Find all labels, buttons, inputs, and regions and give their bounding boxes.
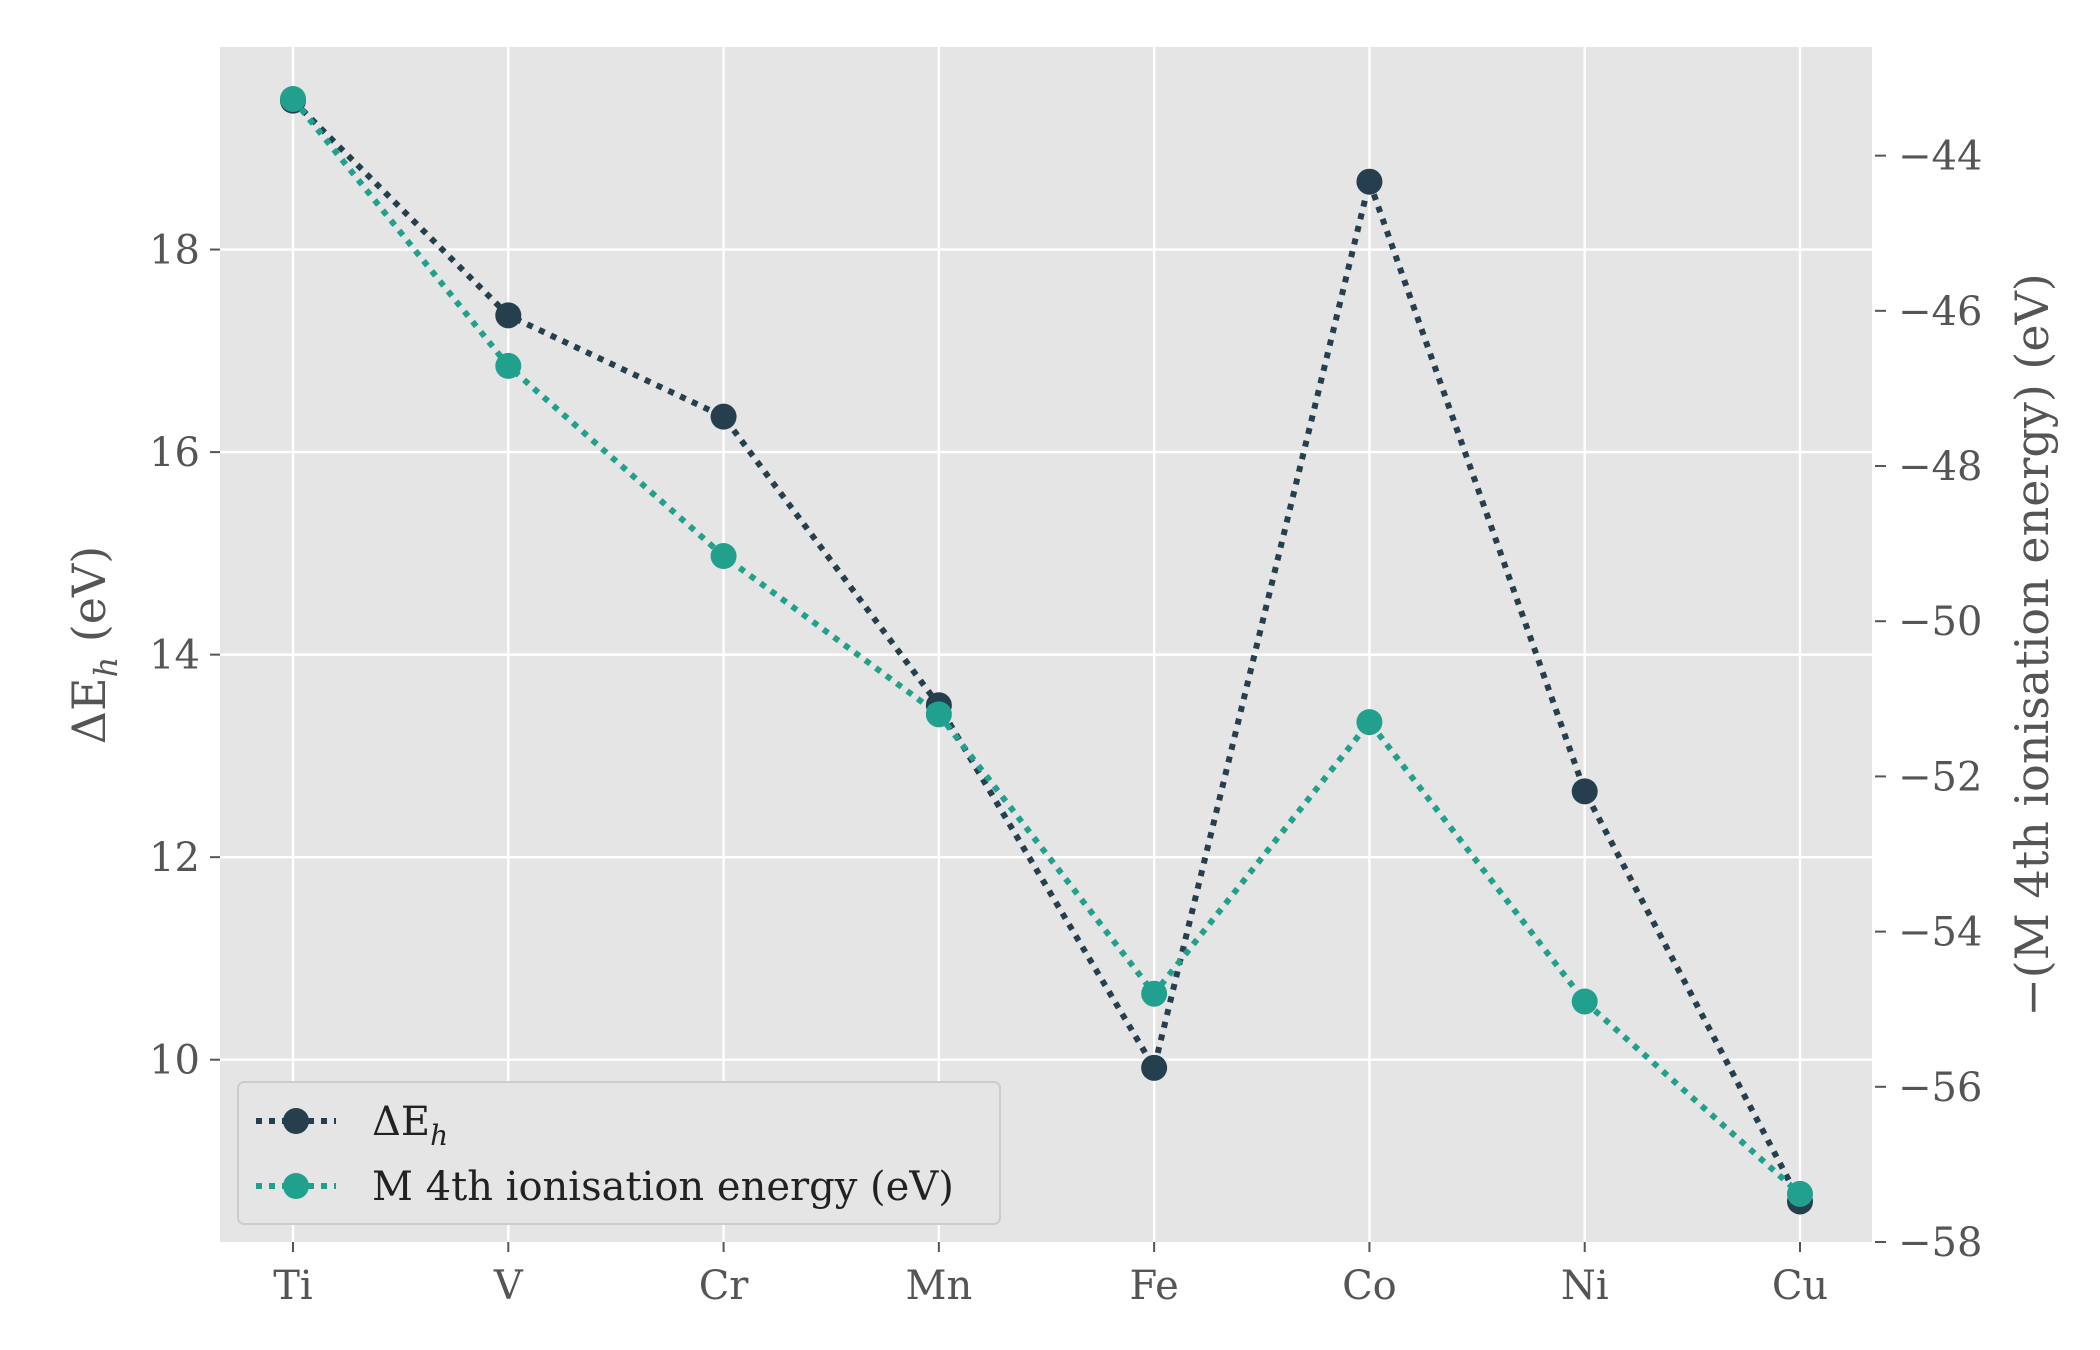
x-tick-label-Ti: Ti (273, 1263, 312, 1309)
y-tick-label-right--52: −52 (1898, 754, 1982, 800)
series-1-point-Mn (925, 701, 952, 728)
series-0-point-Cr (710, 403, 737, 430)
y-axis-label-right: −(M 4th ionisation energy) (eV) (2005, 273, 2059, 1017)
series-1-point-Ti (280, 85, 306, 112)
series-0-point-V (495, 302, 522, 329)
y-tick-label-left-10: 10 (149, 1038, 200, 1084)
series-1-point-Cr (710, 543, 737, 570)
x-tick-label-Fe: Fe (1130, 1263, 1179, 1309)
series-1-point-V (495, 352, 522, 379)
y-axis-right: −44 −46 −48 −50 −52 −54 −56 −58 (1875, 134, 1982, 1266)
y-tick-label-right--54: −54 (1898, 910, 1982, 956)
y-tick-label-right--56: −56 (1898, 1065, 1982, 1111)
x-tick-label-Ni: Ni (1561, 1263, 1609, 1309)
y-tick-label-right--44: −44 (1898, 134, 1982, 180)
y-tick-label-right--58: −58 (1898, 1220, 1982, 1266)
series-1-point-Ni (1571, 988, 1598, 1015)
series-0-point-Ni (1571, 778, 1598, 805)
y-tick-label-left-16: 16 (149, 430, 200, 476)
y-tick-label-left-12: 12 (149, 835, 200, 881)
x-tick-label-Cu: Cu (1772, 1263, 1828, 1309)
plot-area (220, 47, 1872, 1242)
grid (220, 47, 1872, 1242)
legend-label-ionisation: M 4th ionisation energy (eV) (372, 1164, 954, 1210)
legend: ΔEh M 4th ionisation energy (eV) (237, 1081, 1001, 1225)
series-1-point-Fe (1141, 980, 1168, 1007)
legend-label-delta-e: ΔEh (372, 1099, 448, 1152)
y-axis-label-left-subscript: h (87, 657, 125, 678)
y-tick-label-right--48: −48 (1898, 444, 1982, 490)
legend-marker-ionisation (283, 1173, 309, 1199)
legend-marker-delta-e (283, 1108, 309, 1134)
x-tick-label-Mn: Mn (905, 1263, 972, 1309)
x-tick-label-Co: Co (1342, 1263, 1397, 1309)
x-tick-label-V: V (493, 1263, 524, 1309)
series-line-0 (290, 98, 1803, 1203)
legend-entry-delta-e: ΔEh (256, 1099, 448, 1152)
x-tick-label-Cr: Cr (699, 1263, 750, 1309)
y-tick-label-left-18: 18 (149, 228, 200, 274)
series-1-point-Co (1356, 709, 1383, 736)
y-tick-label-left-14: 14 (149, 633, 200, 679)
series-1-point-Cu (1787, 1180, 1813, 1207)
legend-entry-ionisation: M 4th ionisation energy (eV) (256, 1164, 954, 1210)
series-line-1 (290, 97, 1802, 1197)
x-axis: Ti V Cr Mn Fe Co Ni Cu (273, 1242, 1828, 1309)
series-0-point-Co (1356, 168, 1383, 195)
y-tick-label-right--46: −46 (1898, 289, 1982, 335)
series-layer (280, 85, 1813, 1215)
legend-box (237, 1081, 1001, 1225)
series-0-point-Fe (1141, 1054, 1168, 1081)
y-tick-label-right--50: −50 (1898, 599, 1982, 645)
y-axis-label-left: ΔEh (eV) (62, 546, 125, 744)
y-axis-left: 10 12 14 16 18 (149, 228, 220, 1084)
